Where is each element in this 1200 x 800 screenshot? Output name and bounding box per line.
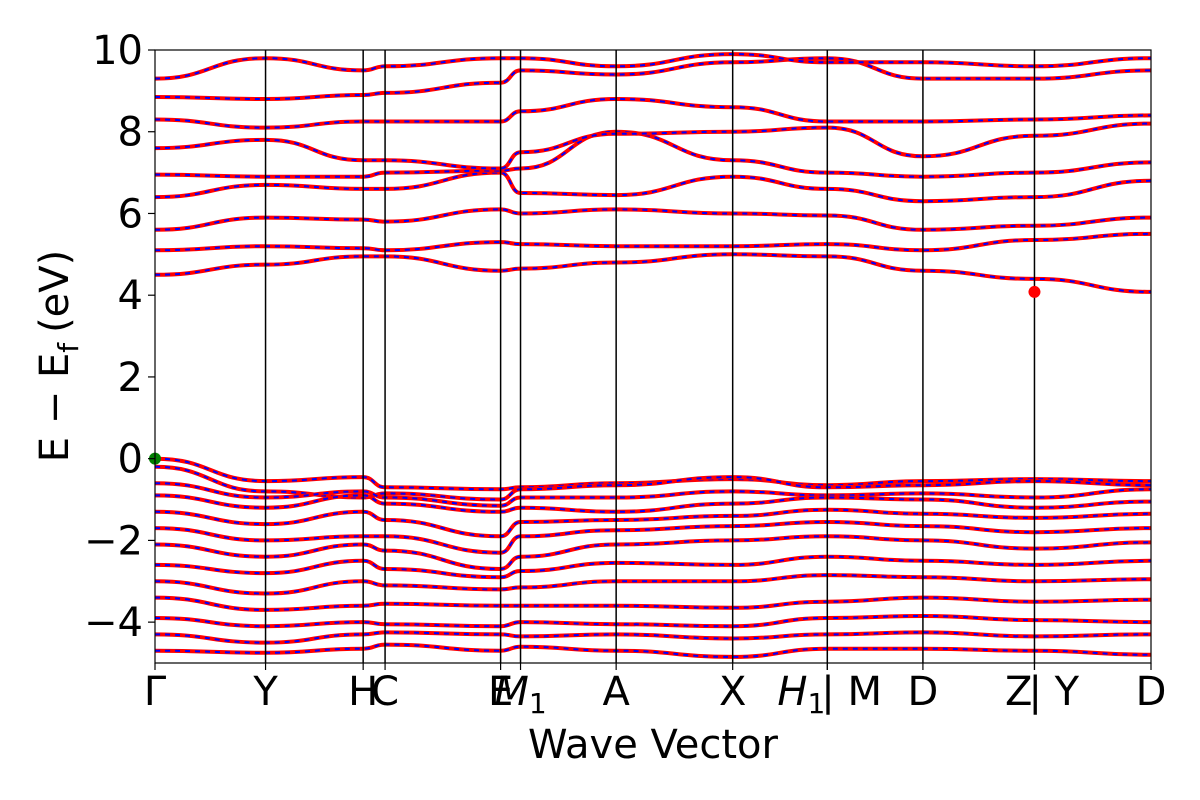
cbm-marker xyxy=(1028,285,1041,298)
x-tick-label: M1 xyxy=(494,669,546,720)
x-tick-label: Y xyxy=(252,669,278,715)
band-19-series-2 xyxy=(154,122,1152,170)
x-tick-label: | M xyxy=(821,669,882,715)
y-tick-label: 8 xyxy=(118,110,143,156)
band-7-series-2 xyxy=(154,535,1152,571)
plot-frame xyxy=(154,49,1152,664)
band-22-series-2 xyxy=(154,53,1152,80)
band-3-series-2 xyxy=(154,482,1152,507)
band-6-series-2 xyxy=(154,520,1152,554)
band-11-series-2 xyxy=(154,614,1152,628)
band-lines xyxy=(154,52,1152,659)
x-tick-label: D xyxy=(1136,669,1167,715)
y-axis-ticks: −4 −2 0 2 4 6 8 10 xyxy=(84,28,155,646)
y-tick-label: 6 xyxy=(118,191,143,237)
x-axis-label: Wave Vector xyxy=(528,722,779,768)
x-axis-ticks: Γ Y HC EM1 A X H1| M D Z| Y D xyxy=(144,663,1167,720)
band-21-series-2 xyxy=(154,57,1152,101)
x-tick-label: Z xyxy=(1005,669,1032,715)
band-5-series-1 xyxy=(154,507,1152,539)
band-9-series-2 xyxy=(154,574,1152,595)
x-tick-label: H xyxy=(348,669,378,715)
x-tick-label: X xyxy=(719,669,746,715)
x-tick-label: E xyxy=(488,669,513,715)
x-tick-label: C xyxy=(371,669,399,715)
y-tick-label: 4 xyxy=(118,273,143,319)
y-axis-label: E − Ef(eV) xyxy=(32,250,85,463)
band-20-series-2 xyxy=(154,97,1152,129)
y-tick-label: 0 xyxy=(118,437,143,483)
band-16-series-2 xyxy=(154,208,1152,231)
band-12-series-2 xyxy=(154,631,1152,644)
x-tick-label: D xyxy=(908,669,939,715)
band-14-series-1 xyxy=(154,252,1152,294)
band-10-series-1 xyxy=(154,595,1152,612)
x-tick-label: Γ xyxy=(144,669,167,715)
band-17-series-2 xyxy=(154,171,1152,203)
band-4-series-2 xyxy=(154,494,1152,513)
y-tick-label: −2 xyxy=(84,518,143,564)
band-8-series-2 xyxy=(154,555,1152,579)
band-13-series-2 xyxy=(154,643,1152,658)
x-tick-label: A xyxy=(602,669,630,715)
x-tick-label: H1 xyxy=(777,669,825,720)
y-tick-label: 10 xyxy=(92,28,143,74)
band-15-series-2 xyxy=(154,232,1152,252)
y-tick-label: 2 xyxy=(118,355,143,401)
y-tick-label: −4 xyxy=(84,600,143,646)
high-symmetry-lines xyxy=(264,50,1036,663)
x-tick-label: | Y xyxy=(1028,669,1079,715)
band-1-series-2 xyxy=(154,457,1152,491)
